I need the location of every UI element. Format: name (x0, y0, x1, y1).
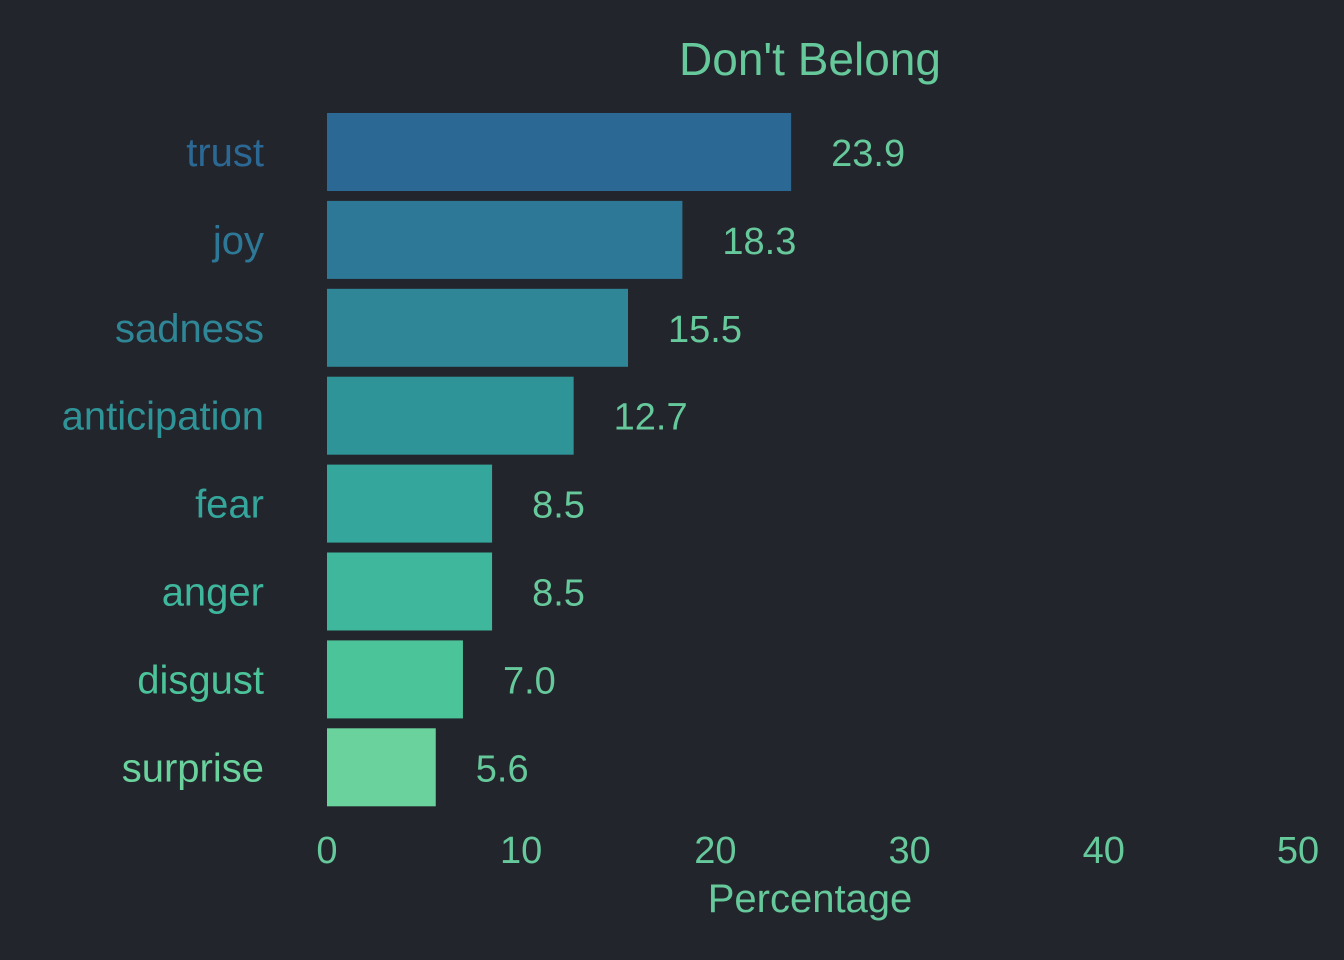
category-label-surprise: surprise (122, 746, 264, 790)
bar-trust (327, 113, 792, 191)
category-labels: trust joy sadness anticipation fear anger disg… (62, 131, 264, 790)
x-tick-label-40: 40 (1083, 830, 1125, 872)
value-label-anticipation: 12.7 (614, 397, 688, 439)
x-tick-label-50: 50 (1277, 830, 1319, 872)
value-label-disgust: 7.0 (503, 660, 556, 702)
category-label-anger: anger (162, 571, 264, 615)
category-label-sadness: sadness (115, 307, 264, 351)
x-tick-label-0: 0 (316, 830, 337, 872)
category-label-joy: joy (212, 219, 264, 263)
bar-surprise (327, 728, 436, 807)
bar-sadness (327, 288, 629, 367)
category-label-disgust: disgust (137, 658, 264, 702)
value-label-anger: 8.5 (532, 573, 585, 615)
x-axis-ticks: 0 10 20 30 40 50 (316, 830, 1319, 872)
value-label-sadness: 15.5 (668, 309, 742, 351)
category-label-fear: fear (195, 483, 264, 527)
x-axis-label: Percentage (708, 877, 913, 921)
value-label-surprise: 5.6 (476, 748, 529, 790)
x-tick-label-30: 30 (888, 830, 930, 872)
bars-group (327, 113, 792, 807)
x-tick-label-20: 20 (694, 830, 736, 872)
category-label-anticipation: anticipation (62, 395, 264, 439)
chart-title: Don't Belong (679, 33, 941, 85)
bar-disgust (327, 640, 463, 719)
bar-anger (327, 552, 493, 631)
bar-joy (327, 200, 683, 279)
value-labels: 23.9 18.3 15.5 12.7 8.5 8.5 7.0 5.6 (476, 133, 905, 790)
x-tick-label-10: 10 (500, 830, 542, 872)
value-label-trust: 23.9 (831, 133, 905, 175)
value-label-joy: 18.3 (722, 221, 796, 263)
value-label-fear: 8.5 (532, 485, 585, 527)
category-label-trust: trust (186, 131, 264, 175)
bar-anticipation (327, 376, 574, 455)
bar-fear (327, 464, 493, 543)
